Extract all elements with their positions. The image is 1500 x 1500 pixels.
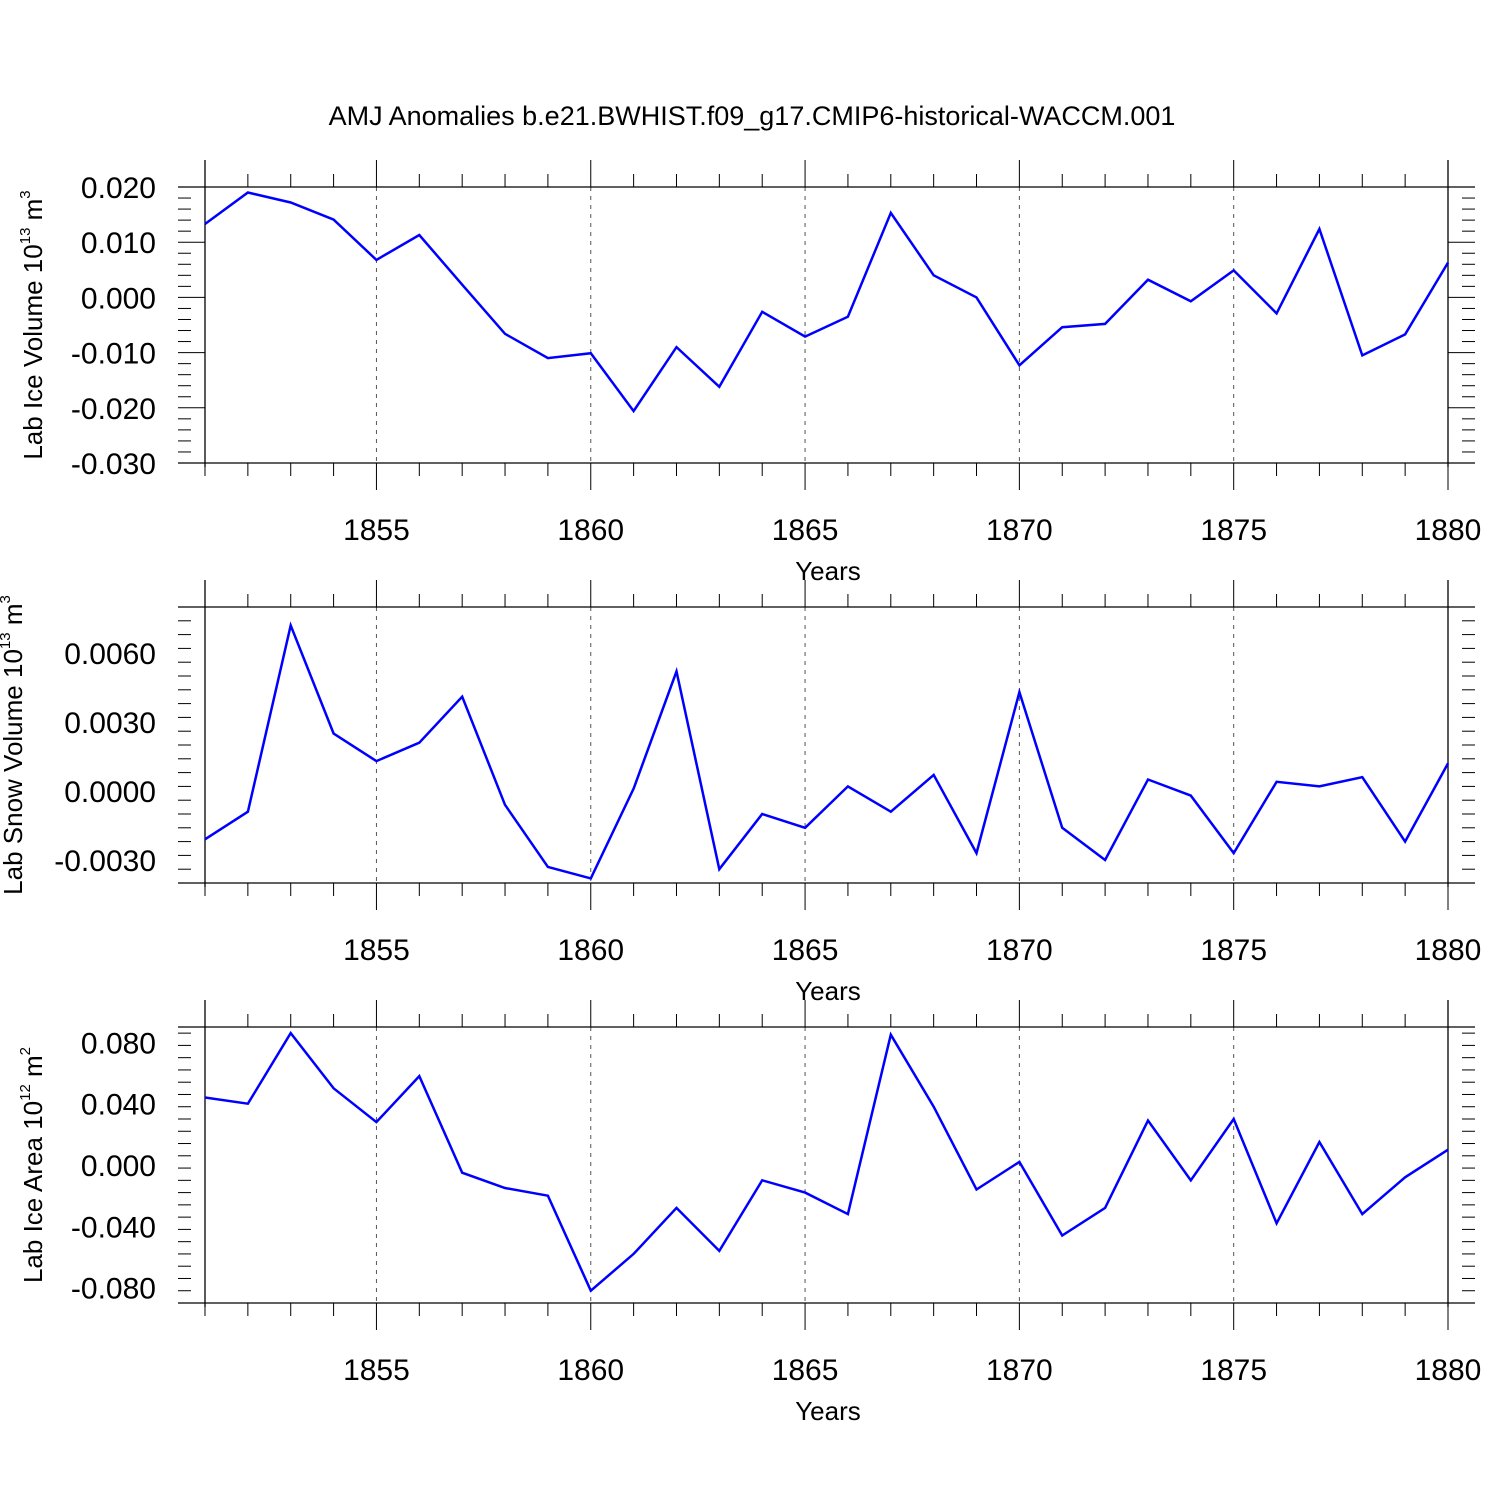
chart-title: AMJ Anomalies b.e21.BWHIST.f09_g17.CMIP6… bbox=[329, 101, 1176, 131]
x-tick-label: 1875 bbox=[1200, 1354, 1267, 1387]
x-tick-label: 1860 bbox=[557, 934, 624, 967]
y-axis-title-part: m bbox=[18, 1055, 48, 1084]
y-tick-label: -0.010 bbox=[71, 338, 156, 371]
x-tick-label: 1865 bbox=[772, 934, 839, 967]
y-tick-label: 0.080 bbox=[81, 1027, 156, 1060]
y-tick-label: 0.0030 bbox=[64, 707, 156, 740]
y-axis-title-part: Lab Ice Volume 10 bbox=[18, 244, 48, 459]
y-axis-title-part: 3 bbox=[17, 190, 34, 198]
x-tick-label: 1855 bbox=[343, 514, 410, 547]
y-tick-label: 0.010 bbox=[81, 227, 156, 260]
x-axis-title: Years bbox=[795, 976, 861, 1006]
y-axis-title-part: 13 bbox=[17, 228, 34, 245]
x-axis-title: Years bbox=[795, 556, 861, 586]
x-tick-label: 1870 bbox=[986, 934, 1053, 967]
y-axis-title-part: m bbox=[0, 604, 28, 633]
y-axis-title-part: 3 bbox=[0, 595, 14, 603]
x-axis-title: Years bbox=[795, 1396, 861, 1426]
x-tick-label: 1880 bbox=[1415, 1354, 1482, 1387]
x-tick-label: 1855 bbox=[343, 934, 410, 967]
y-tick-label: -0.040 bbox=[71, 1211, 156, 1244]
series-line-0 bbox=[204, 191, 1450, 414]
y-tick-label: 0.0000 bbox=[64, 776, 156, 809]
x-tick-label: 1860 bbox=[557, 1354, 624, 1387]
series-line-2 bbox=[204, 1030, 1449, 1293]
y-tick-label: 0.000 bbox=[81, 282, 156, 315]
x-tick-label: 1875 bbox=[1200, 934, 1267, 967]
x-tick-label: 1870 bbox=[986, 514, 1053, 547]
y-axis-title: Lab Snow Volume 1013 m3 bbox=[0, 595, 28, 895]
y-tick-label: 0.000 bbox=[81, 1150, 156, 1183]
x-tick-label: 1880 bbox=[1415, 934, 1482, 967]
x-tick-label: 1880 bbox=[1415, 514, 1482, 547]
y-tick-label: -0.0030 bbox=[54, 845, 156, 878]
y-axis-title-part: Lab Snow Volume 10 bbox=[0, 649, 28, 895]
y-axis-title-part: 13 bbox=[0, 632, 14, 649]
x-tick-label: 1865 bbox=[772, 1354, 839, 1387]
y-tick-label: 0.020 bbox=[81, 172, 156, 205]
series-line-1 bbox=[204, 621, 1450, 880]
y-axis-title: Lab Ice Volume 1013 m3 bbox=[17, 190, 48, 459]
y-tick-label: -0.030 bbox=[71, 448, 156, 481]
y-tick-label: 0.0060 bbox=[64, 638, 156, 671]
y-axis-title: Lab Ice Area 1012 m2 bbox=[17, 1047, 48, 1283]
x-tick-label: 1870 bbox=[986, 1354, 1053, 1387]
x-tick-label: 1875 bbox=[1200, 514, 1267, 547]
y-axis-title-part: m bbox=[18, 199, 48, 228]
x-tick-label: 1865 bbox=[772, 514, 839, 547]
y-tick-label: 0.040 bbox=[81, 1089, 156, 1122]
x-tick-label: 1860 bbox=[557, 514, 624, 547]
y-axis-title-part: 12 bbox=[17, 1084, 34, 1101]
x-tick-label: 1855 bbox=[343, 1354, 410, 1387]
y-tick-label: -0.020 bbox=[71, 393, 156, 426]
y-axis-title-part: Lab Ice Area 10 bbox=[18, 1101, 48, 1283]
y-axis-title-part: 2 bbox=[17, 1047, 34, 1055]
y-tick-label: -0.080 bbox=[71, 1273, 156, 1306]
